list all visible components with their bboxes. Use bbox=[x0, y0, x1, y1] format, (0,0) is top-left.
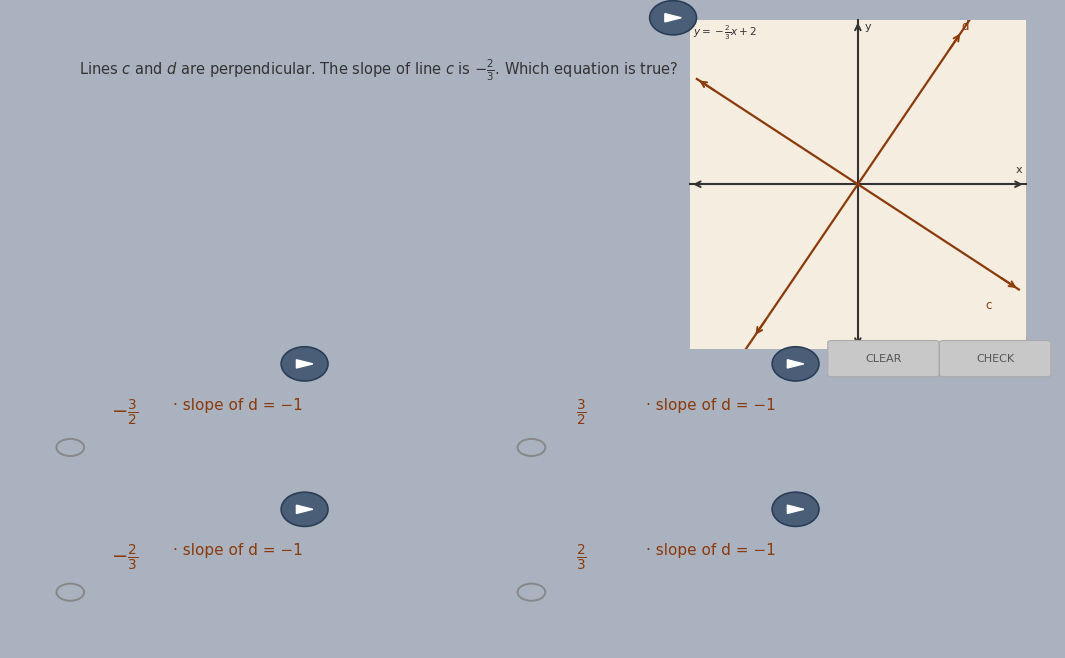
FancyBboxPatch shape bbox=[939, 341, 1051, 376]
Text: · slope of d = −1: · slope of d = −1 bbox=[173, 398, 302, 413]
Text: CHECK: CHECK bbox=[977, 353, 1014, 364]
Text: CLEAR: CLEAR bbox=[865, 353, 902, 364]
Text: c: c bbox=[985, 299, 992, 313]
Text: $-\frac{3}{2}$: $-\frac{3}{2}$ bbox=[111, 398, 137, 428]
Text: $y=-\frac{2}{3}x+2$: $y=-\frac{2}{3}x+2$ bbox=[693, 24, 757, 42]
Text: x: x bbox=[1016, 164, 1022, 175]
Text: · slope of d = −1: · slope of d = −1 bbox=[646, 543, 775, 558]
Text: $-\frac{2}{3}$: $-\frac{2}{3}$ bbox=[111, 543, 137, 573]
Text: y: y bbox=[865, 22, 871, 32]
Text: Lines $c$ and $d$ are perpendicular. The slope of line $c$ is $-\frac{2}{3}$. Wh: Lines $c$ and $d$ are perpendicular. The… bbox=[79, 57, 678, 83]
Text: · slope of d = −1: · slope of d = −1 bbox=[173, 543, 302, 558]
Text: $\frac{3}{2}$: $\frac{3}{2}$ bbox=[576, 398, 587, 428]
Text: · slope of d = −1: · slope of d = −1 bbox=[646, 398, 775, 413]
Text: $\frac{2}{3}$: $\frac{2}{3}$ bbox=[576, 543, 587, 573]
Text: d: d bbox=[962, 20, 969, 33]
FancyBboxPatch shape bbox=[828, 341, 939, 376]
